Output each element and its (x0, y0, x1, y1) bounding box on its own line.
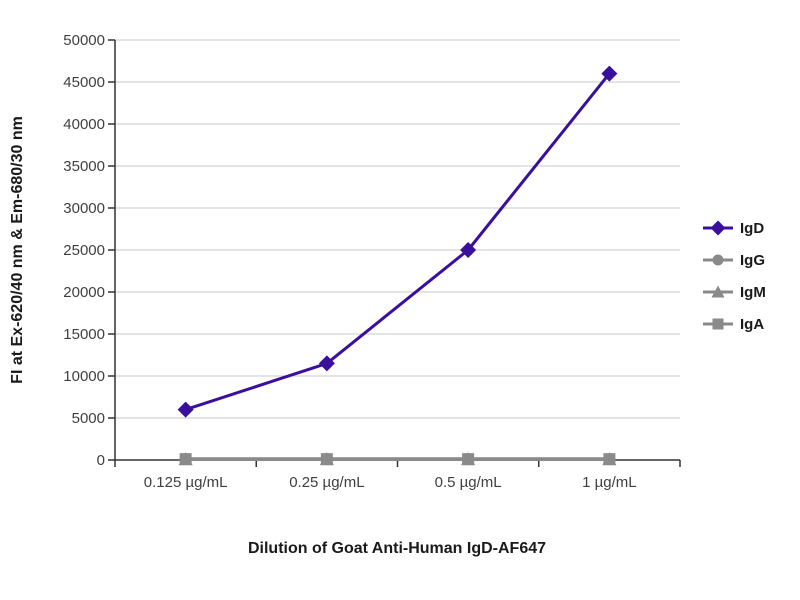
axes (108, 39, 681, 467)
series-layer (177, 65, 618, 466)
y-tick-label: 40000 (63, 116, 105, 133)
legend-label: IgA (740, 316, 764, 333)
legend-label: IgM (740, 284, 766, 301)
data-point-square (712, 318, 724, 330)
legend-label: IgG (740, 252, 765, 269)
x-tick-labels: 0.125 µg/mL 0.25 µg/mL 0.5 µg/mL 1 µg/mL (144, 474, 637, 491)
data-point-square (603, 453, 616, 466)
y-tick-label: 25000 (63, 242, 105, 259)
data-point-square (462, 453, 475, 466)
x-axis-title: Dilution of Goat Anti-Human IgD-AF647 (248, 540, 546, 557)
data-point-diamond (710, 220, 726, 236)
legend-item-IgG: IgG (703, 252, 765, 269)
data-point-diamond (601, 65, 618, 82)
y-tick-label: 50000 (63, 32, 105, 49)
data-point-circle (712, 254, 724, 266)
x-tick-label: 0.5 µg/mL (435, 474, 502, 491)
legend-label: IgD (740, 220, 764, 237)
data-point-triangle (711, 285, 725, 298)
data-point-diamond (177, 401, 194, 418)
data-point-diamond (460, 242, 477, 258)
x-tick-label: 1 µg/mL (582, 474, 637, 491)
y-tick-label: 10000 (63, 368, 105, 385)
y-tick-label: 35000 (63, 158, 105, 175)
data-point-square (179, 453, 192, 466)
series-line-IgD (184, 72, 611, 412)
x-tick-label: 0.25 µg/mL (289, 474, 364, 491)
data-point-square (320, 453, 333, 466)
y-tick-label: 5000 (72, 410, 105, 427)
legend: IgD IgG IgM IgA (703, 220, 766, 333)
y-tick-label: 0 (97, 452, 105, 469)
y-tick-label: 15000 (63, 326, 105, 343)
gridlines (115, 39, 680, 419)
x-tick-label: 0.125 µg/mL (144, 474, 228, 491)
data-point-diamond (318, 355, 335, 372)
y-tick-label: 20000 (63, 284, 105, 301)
y-tick-labels: 0 5000 10000 15000 20000 25000 30000 35000 40000… (63, 32, 105, 469)
y-tick-label: 30000 (63, 200, 105, 217)
legend-item-IgD: IgD (703, 220, 764, 237)
y-tick-label: 45000 (63, 74, 105, 91)
y-axis-title: FI at Ex-620/40 nm & Em-680/30 nm (9, 116, 26, 384)
legend-item-IgA: IgA (703, 316, 764, 333)
legend-item-IgM: IgM (703, 284, 766, 301)
